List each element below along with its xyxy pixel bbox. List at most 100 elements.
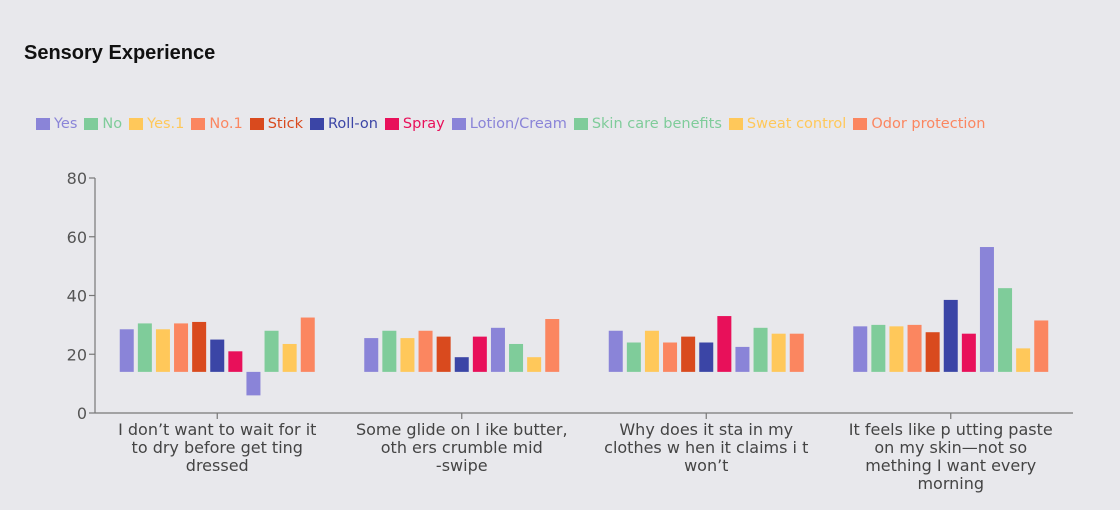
bar-1-1 xyxy=(382,330,397,372)
x-tick-label-line: I don’t want to wait for it xyxy=(118,420,316,439)
legend-item-8[interactable]: Skin care benefits xyxy=(573,116,722,132)
legend-swatch xyxy=(384,118,399,130)
bar-0-4 xyxy=(192,321,207,372)
legend-swatch xyxy=(36,118,50,130)
bar-1-3 xyxy=(418,330,433,372)
bar-3-7 xyxy=(979,247,994,372)
bar-2-2 xyxy=(644,330,659,372)
bar-3-8 xyxy=(998,288,1013,372)
bar-1-10 xyxy=(545,319,560,372)
bar-3-6 xyxy=(961,333,976,372)
bar-0-5 xyxy=(210,339,225,372)
x-tick-label-line: oth ers crumble mid xyxy=(381,438,543,457)
x-tick-label: I don’t want to wait for it to dry before… xyxy=(118,420,316,475)
legend-label: Yes.1 xyxy=(147,116,185,132)
bar-1-5 xyxy=(454,357,469,372)
bar-1-8 xyxy=(509,343,524,372)
legend-label: Stick xyxy=(267,116,303,132)
legend-item-9[interactable]: Sweat control xyxy=(728,116,847,132)
chart-legend: Yes No Yes.1 No.1 Stick Roll-on Spray Lotion/Cr… xyxy=(36,116,992,132)
legend-item-10[interactable]: Odor protection xyxy=(853,116,985,132)
legend-label: Lotion/Cream xyxy=(469,116,567,132)
legend-swatch xyxy=(451,118,466,130)
bar-1-4 xyxy=(436,336,451,372)
bar-3-5 xyxy=(943,299,958,372)
legend-item-2[interactable]: Yes.1 xyxy=(129,116,184,132)
y-tick-label: 80 xyxy=(67,169,87,188)
bar-3-10 xyxy=(1034,320,1049,372)
bar-0-8 xyxy=(264,330,279,372)
x-tick-label-line: to dry before get ting xyxy=(132,438,303,457)
bar-3-1 xyxy=(871,324,886,372)
bar-0-0 xyxy=(119,329,134,372)
bar-2-5 xyxy=(699,342,714,372)
legend-label: Sweat control xyxy=(746,116,847,132)
legend-swatch xyxy=(129,118,144,130)
bar-3-4 xyxy=(925,332,940,372)
legend-swatch xyxy=(249,118,264,130)
legend-label: Odor protection xyxy=(871,116,986,132)
legend-swatch xyxy=(191,118,206,130)
legend-item-1[interactable]: No xyxy=(84,116,122,132)
x-tick-label-line: dressed xyxy=(186,456,249,475)
bar-0-6 xyxy=(228,351,243,372)
bar-3-9 xyxy=(1016,348,1031,372)
x-tick-label-line: morning xyxy=(917,474,984,493)
bar-1-0 xyxy=(364,338,379,372)
x-tick-label-line: clothes w hen it claims i t xyxy=(604,438,808,457)
x-tick-label-line: -swipe xyxy=(436,456,488,475)
bar-2-3 xyxy=(663,342,678,372)
bar-3-2 xyxy=(889,326,904,372)
x-tick-label-line: on my skin—not so xyxy=(874,438,1027,457)
bar-0-3 xyxy=(174,323,189,372)
x-tick-label: Some glide on l ike butter, oth ers crumb… xyxy=(356,420,568,475)
chart-title: Sensory Experience xyxy=(24,42,216,64)
bar-0-9 xyxy=(282,343,297,372)
legend-item-6[interactable]: Spray xyxy=(384,116,445,132)
bar-0-10 xyxy=(300,317,315,372)
bar-2-7 xyxy=(735,346,750,372)
legend-label: Skin care benefits xyxy=(591,116,722,132)
legend-swatch xyxy=(853,118,868,130)
y-tick-label: 60 xyxy=(67,228,87,247)
x-tick-label-line: Some glide on l ike butter, xyxy=(356,420,568,439)
y-tick-label: 40 xyxy=(67,287,87,306)
bar-1-7 xyxy=(490,327,505,372)
x-tick-label-line: Why does it sta in my xyxy=(619,420,793,439)
legend-item-5[interactable]: Roll-on xyxy=(310,116,378,132)
legend-item-4[interactable]: Stick xyxy=(249,116,303,132)
bar-1-2 xyxy=(400,338,415,372)
legend-swatch xyxy=(728,118,743,130)
y-tick-label: 20 xyxy=(67,345,87,364)
bar-3-0 xyxy=(853,326,868,372)
x-tick-label: It feels like p utting paste on my skin—n… xyxy=(849,420,1053,493)
bar-0-7 xyxy=(246,371,261,396)
legend-label: Yes xyxy=(54,116,78,132)
bar-2-1 xyxy=(626,342,641,372)
bar-3-3 xyxy=(907,324,922,372)
bar-2-6 xyxy=(717,316,732,372)
legend-item-0[interactable]: Yes xyxy=(36,116,77,132)
x-tick-label-line: won’t xyxy=(684,456,728,475)
legend-label: No xyxy=(102,116,123,132)
bar-2-4 xyxy=(681,336,696,372)
bar-2-0 xyxy=(608,330,623,372)
bar-1-9 xyxy=(527,357,542,372)
legend-item-7[interactable]: Lotion/Cream xyxy=(451,116,567,132)
legend-label: No.1 xyxy=(209,116,243,132)
legend-item-3[interactable]: No.1 xyxy=(191,116,243,132)
legend-swatch xyxy=(84,118,99,130)
x-tick-label-line: mething I want every xyxy=(865,456,1036,475)
x-tick-label-line: It feels like p utting paste xyxy=(849,420,1053,439)
x-tick-label: Why does it sta in my clothes w hen it cl… xyxy=(604,420,808,475)
legend-swatch xyxy=(310,118,324,130)
bar-0-2 xyxy=(155,329,170,372)
legend-label: Spray xyxy=(402,116,445,132)
bar-2-9 xyxy=(771,333,786,372)
bar-0-1 xyxy=(137,323,152,372)
legend-label: Roll-on xyxy=(328,116,378,132)
y-tick-label: 0 xyxy=(77,404,87,423)
legend-swatch xyxy=(573,118,588,130)
